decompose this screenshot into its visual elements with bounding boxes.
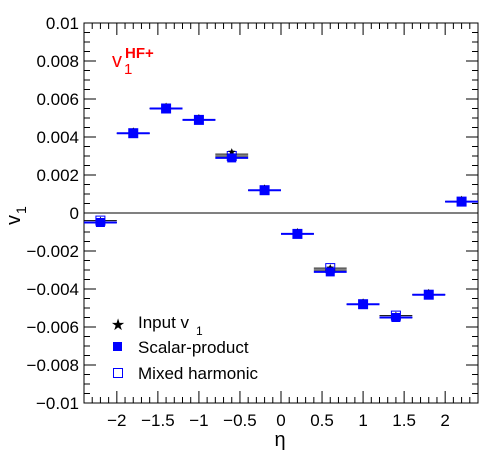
svg-text:1: 1 <box>13 206 29 214</box>
x-tick-label: −0.5 <box>223 411 257 430</box>
x-axis-ticks: −2 −1.5 −1 −0.5 0 0.5 1 1.5 2 <box>83 23 479 430</box>
y-tick-label: 0.004 <box>36 128 79 147</box>
y-axis-ticks: −0.01 −0.008 −0.006 −0.004 −0.002 0 0.002 0.004… <box>27 14 478 413</box>
legend-star-marker: ★ <box>111 317 125 334</box>
annotation-label: v <box>112 50 122 72</box>
annotation-superscript: HF+ <box>125 45 154 62</box>
legend-label-mixed: Mixed harmonic <box>138 364 258 383</box>
y-tick-label: 0.01 <box>46 14 79 33</box>
scalar-product-point <box>194 115 204 125</box>
scalar-product-point <box>161 104 171 113</box>
y-tick-label: 0.002 <box>36 166 79 185</box>
scalar-product-point <box>292 229 302 239</box>
scalar-product-point <box>424 290 434 300</box>
y-tick-label: −0.002 <box>27 242 79 261</box>
x-tick-label: 0 <box>276 411 285 430</box>
x-axis-title: η <box>274 429 285 451</box>
x-tick-label: 2 <box>440 411 449 430</box>
y-tick-label: −0.008 <box>27 356 79 375</box>
legend-item-mixed-harmonic: Mixed harmonic <box>113 364 258 383</box>
y-tick-label: −0.004 <box>27 280 79 299</box>
x-tick-label: −1.5 <box>141 411 175 430</box>
scalar-product-point <box>260 185 270 195</box>
y-tick-label: 0.006 <box>36 90 79 109</box>
svg-text:v: v <box>3 215 25 225</box>
legend-label-input: Input v <box>138 313 190 332</box>
y-tick-label: 0 <box>70 204 79 223</box>
annotation-subscript: 1 <box>124 61 132 78</box>
scalar-product-point <box>325 267 335 277</box>
y-tick-label: −0.006 <box>27 318 79 337</box>
x-tick-label: 1.5 <box>392 411 416 430</box>
scalar-product-point <box>358 299 368 309</box>
legend-open-square-marker <box>113 368 123 378</box>
legend-item-scalar-product: Scalar-product <box>113 338 249 357</box>
y-tick-label: −0.01 <box>36 394 79 413</box>
x-tick-label: 1 <box>358 411 367 430</box>
data-series <box>84 102 478 322</box>
legend: ★ Input v 1 Scalar-product Mixed harmoni… <box>111 313 259 383</box>
y-tick-label: 0.008 <box>36 52 79 71</box>
scalar-product-point <box>227 153 237 163</box>
scalar-product-point <box>128 128 138 138</box>
y-axis-title: v 1 <box>3 206 29 225</box>
legend-item-input-v1: ★ Input v 1 <box>111 313 203 338</box>
x-tick-label: 0.5 <box>310 411 334 430</box>
x-tick-label: −2 <box>107 411 126 430</box>
x-tick-label: −1 <box>189 411 208 430</box>
scalar-product-point <box>391 313 401 322</box>
legend-filled-square-marker <box>113 342 122 351</box>
scalar-product-point <box>95 218 105 227</box>
scalar-product-point <box>457 197 467 207</box>
legend-label-input-sub: 1 <box>196 324 203 338</box>
legend-label-scalar: Scalar-product <box>138 338 249 357</box>
